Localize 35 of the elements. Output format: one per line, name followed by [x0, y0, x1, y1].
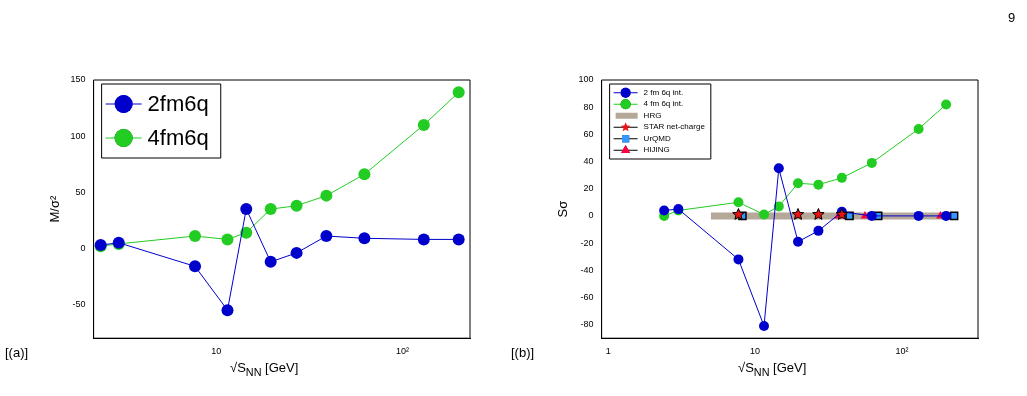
x-tick-label: 1 [605, 346, 611, 357]
x-tick-label: 10 [750, 346, 761, 357]
legend-label: STAR net-charge [643, 122, 706, 132]
legend-label: HIJING [643, 145, 670, 155]
legend-label: UrQMD [643, 133, 671, 143]
y-tick-label: 0 [588, 210, 594, 221]
x-tick-label: 10 [211, 346, 222, 357]
y-tick-label: -50 [72, 299, 86, 310]
y-tick-label: 60 [583, 128, 594, 139]
legend-label: 2 fm 6q int. [643, 87, 684, 97]
y-axis-title: Sσ [555, 200, 571, 218]
y-axis-title: M/σ² [47, 195, 63, 223]
x-axis-title: √S$_{NN}$ [GeV] [738, 360, 807, 378]
text: [(b)] [511, 345, 535, 360]
y-tick-label: 100 [578, 74, 594, 85]
y-tick-label: -40 [580, 264, 594, 275]
x-tick-label: 10² [396, 346, 410, 357]
y-tick-label: 20 [583, 183, 594, 194]
text: [(a)] [5, 345, 29, 360]
y-tick-label: 80 [583, 101, 594, 112]
legend-label: 4fm6q [147, 125, 209, 151]
legend-label: 4 fm 6q int. [643, 99, 684, 109]
y-tick-label: -60 [580, 291, 594, 302]
y-tick-label: 100 [70, 130, 86, 141]
y-tick-label: 0 [80, 242, 86, 253]
y-tick-label: 150 [70, 74, 86, 85]
x-tick-label: 10² [895, 346, 909, 357]
legend-label: HRG [643, 110, 662, 120]
y-tick-label: -80 [580, 319, 594, 330]
y-tick-label: -20 [580, 237, 594, 248]
text: 9 [1008, 10, 1016, 25]
y-tick-label: 40 [583, 156, 594, 167]
x-axis-title: √S$_{NN}$ [GeV] [230, 360, 299, 378]
legend-label: 2fm6q [147, 91, 209, 117]
y-tick-label: 50 [75, 186, 86, 197]
